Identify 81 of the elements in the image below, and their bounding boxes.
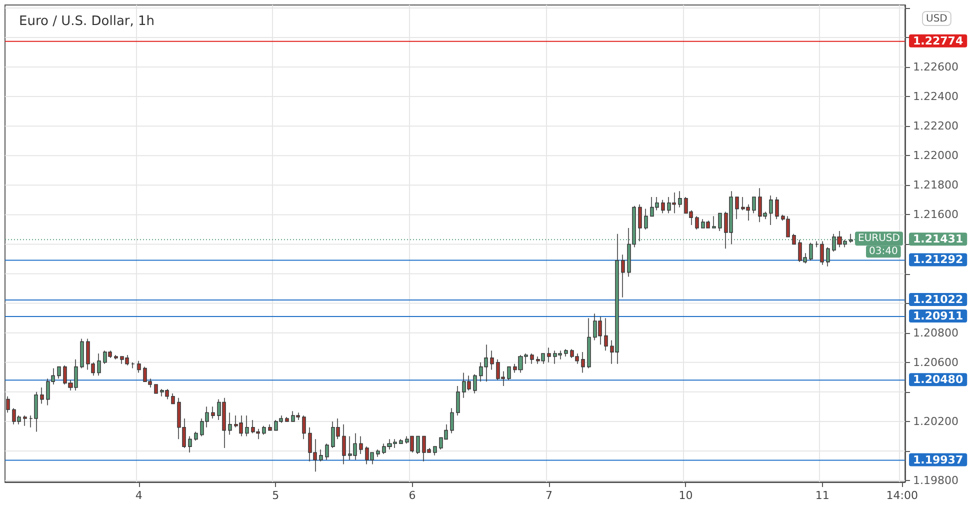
candlestick: [97, 353, 101, 376]
candlestick: [211, 406, 215, 419]
y-tick-label: 1.19800: [913, 474, 958, 488]
candlestick: [319, 449, 323, 462]
candlestick: [302, 415, 306, 440]
ref-line-label: 1.20911: [913, 309, 964, 322]
candlestick: [456, 386, 460, 416]
candlestick: [6, 396, 10, 413]
ref-line-label: 1.21431: [913, 232, 964, 246]
y-tick-label: 1.22200: [913, 120, 958, 133]
candlestick: [262, 425, 266, 436]
candlestick: [564, 348, 568, 357]
y-tick-label: 1.22000: [913, 149, 958, 162]
candlestick: [342, 424, 346, 465]
candlestick: [604, 318, 608, 351]
ref-line-label: 1.21022: [913, 293, 964, 306]
candlestick: [695, 216, 699, 230]
candlestick: [137, 360, 141, 374]
candlestick: [399, 438, 403, 444]
candlestick: [188, 436, 192, 453]
candlestick: [809, 242, 813, 261]
candlestick: [359, 436, 363, 454]
candlestick: [775, 196, 779, 220]
candlestick: [416, 436, 420, 454]
candlestick: [80, 338, 84, 369]
candlestick: [433, 446, 437, 456]
candlestick: [661, 200, 665, 214]
text: Euro / U.S. Dollar, 1h: [19, 14, 155, 29]
ref-line-label: 1.22774: [913, 34, 964, 48]
candlestick: [23, 415, 27, 426]
candlestick: [40, 387, 44, 404]
candlestick: [752, 196, 756, 214]
ref-line-label: 1.19937: [913, 453, 964, 466]
candlestick: [325, 443, 329, 460]
y-tick-label: 1.21600: [913, 208, 958, 222]
x-tick-label: 6: [408, 489, 416, 502]
y-tick-label: 1.22600: [913, 60, 958, 74]
candlestick: [678, 190, 682, 208]
candlestick: [490, 350, 494, 370]
candlestick: [530, 353, 534, 364]
candlestick: [735, 196, 739, 220]
annotation: EURUSD: [858, 233, 900, 244]
candlestick: [57, 366, 61, 380]
candlestick: [194, 431, 198, 442]
x-tick-label: 14:00: [886, 489, 918, 502]
y-tick-label: 1.20600: [913, 356, 958, 369]
candlestick: [154, 384, 158, 394]
candlestick: [769, 195, 773, 226]
candlestick: [826, 246, 830, 267]
candlestick: [507, 366, 511, 380]
candlestick: [285, 416, 289, 422]
ref-line-label: 1.21292: [913, 253, 964, 266]
candlestick: [638, 204, 642, 242]
candlestick: [718, 212, 722, 232]
y-tick-label: 1.21800: [913, 178, 958, 192]
candlestick: [268, 424, 272, 431]
annotation: 03:40: [869, 246, 898, 258]
candlestick: [171, 392, 175, 404]
text: USD: [926, 14, 948, 24]
candlestick: [621, 254, 625, 298]
candlestick: [473, 374, 477, 394]
y-tick-label: 1.20200: [913, 414, 958, 428]
candlestick: [450, 408, 454, 434]
candlestick: [245, 415, 249, 437]
candlestick: [547, 347, 551, 363]
candlestick: [376, 449, 380, 458]
ref-line-label: 1.20480: [913, 373, 964, 386]
x-tick-label: 10: [678, 489, 693, 502]
x-tick-label: 4: [135, 489, 142, 502]
candlestick: [581, 352, 585, 374]
candlestick: [131, 362, 135, 369]
x-tick-label: 11: [815, 489, 830, 502]
candlestick: [644, 208, 648, 230]
y-tick-label: 1.20800: [913, 326, 958, 340]
candlestick: [587, 318, 591, 369]
x-tick-label: 7: [545, 489, 552, 502]
y-tick-label: 1.22400: [913, 90, 958, 104]
candlestick: [712, 216, 716, 228]
x-tick-label: 5: [272, 489, 280, 502]
candlestick: [228, 412, 232, 436]
candlestick: [792, 234, 796, 245]
